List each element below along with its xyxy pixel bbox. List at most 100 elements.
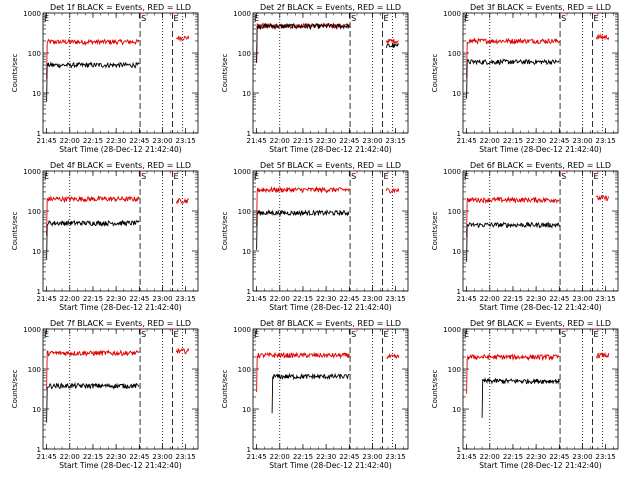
event-marker-label: S [141, 14, 146, 23]
y-tick-label: 1000 [23, 168, 41, 176]
chart-title: Det 2f BLACK = Events, RED = LLD [260, 3, 401, 12]
x-axis-label: Start Time (28-Dec-12 21:42:40) [59, 303, 181, 312]
x-axis-label: Start Time (28-Dec-12 21:42:40) [479, 461, 601, 470]
series-line [46, 381, 140, 423]
x-tick-label: 21:45 [247, 295, 267, 303]
event-marker-label: E [174, 172, 179, 181]
y-tick-label: 1 [37, 288, 41, 296]
x-tick-label: 21:45 [37, 295, 57, 303]
x-tick-label: 22:45 [339, 453, 359, 461]
x-tick-label: 21:45 [457, 137, 477, 145]
x-tick-label: 22:00 [60, 137, 80, 145]
plot-frame [462, 328, 619, 450]
x-tick-label: 22:45 [549, 453, 569, 461]
x-tick-label: 22:15 [83, 453, 103, 461]
y-tick-label: 10 [452, 90, 461, 98]
event-marker-label: E [44, 172, 49, 181]
chart-panel: Det 8f BLACK = Events, RED = LLD 1 10 100 10… [221, 319, 409, 470]
x-tick-label: 23:15 [176, 453, 196, 461]
x-tick-label: 23:15 [386, 295, 406, 303]
series-line [175, 347, 190, 355]
x-axis-label: Start Time (28-Dec-12 21:42:40) [269, 303, 391, 312]
chart-panel: Det 6f BLACK = Events, RED = LLD 1 10 100 10… [431, 161, 619, 312]
x-tick-label: 23:00 [572, 137, 592, 145]
x-tick-label: 22:30 [106, 137, 126, 145]
y-axis-label: Counts/sec [431, 212, 439, 251]
x-tick-label: 22:00 [480, 137, 500, 145]
event-marker-label: E [464, 330, 469, 339]
plot-frame [42, 328, 199, 450]
plot-frame [252, 12, 409, 134]
series-line [46, 195, 140, 236]
x-tick-label: 23:15 [386, 453, 406, 461]
chart-title: Det 3f BLACK = Events, RED = LLD [470, 3, 611, 12]
x-tick-label: 22:30 [526, 137, 546, 145]
event-marker-label: E [594, 14, 599, 23]
x-tick-label: 22:00 [270, 137, 290, 145]
x-axis-label: Start Time (28-Dec-12 21:42:40) [59, 145, 181, 154]
event-marker-label: E [174, 14, 179, 23]
series-line [46, 349, 140, 390]
x-tick-label: 22:45 [339, 137, 359, 145]
y-tick-label: 100 [238, 50, 251, 58]
y-tick-label: 1000 [23, 326, 41, 334]
y-tick-label: 100 [448, 208, 461, 216]
y-tick-label: 1000 [443, 168, 461, 176]
series-line [271, 372, 350, 414]
y-tick-label: 100 [28, 208, 41, 216]
x-tick-label: 23:15 [596, 295, 616, 303]
x-tick-label: 22:30 [316, 453, 336, 461]
y-tick-label: 10 [242, 90, 251, 98]
x-axis-label: Start Time (28-Dec-12 21:42:40) [479, 145, 601, 154]
series-line [466, 196, 560, 237]
x-tick-label: 21:45 [457, 295, 477, 303]
chart-title: Det 4f BLACK = Events, RED = LLD [50, 161, 191, 170]
y-tick-label: 1 [37, 446, 41, 454]
event-marker-label: E [44, 330, 49, 339]
event-marker-label: E [384, 14, 389, 23]
event-marker-label: E [384, 172, 389, 181]
series-line [466, 58, 560, 99]
event-marker-label: S [141, 330, 146, 339]
x-axis-label: Start Time (28-Dec-12 21:42:40) [269, 461, 391, 470]
x-tick-label: 23:15 [176, 295, 196, 303]
x-tick-label: 22:15 [503, 137, 523, 145]
x-tick-label: 23:00 [362, 137, 382, 145]
y-tick-label: 10 [32, 406, 41, 414]
x-tick-label: 21:45 [457, 453, 477, 461]
chart-title: Det 7f BLACK = Events, RED = LLD [50, 319, 191, 328]
y-axis-label: Counts/sec [431, 54, 439, 93]
y-tick-label: 1 [37, 130, 41, 138]
series-line [385, 187, 400, 194]
x-tick-label: 22:00 [270, 453, 290, 461]
chart-panel: Det 3f BLACK = Events, RED = LLD 1 10 100 10… [431, 3, 619, 154]
y-axis-label: Counts/sec [221, 370, 229, 409]
event-marker-label: S [351, 330, 356, 339]
x-tick-label: 22:45 [549, 295, 569, 303]
x-tick-label: 22:15 [503, 453, 523, 461]
chart-title: Det 9f BLACK = Events, RED = LLD [470, 319, 611, 328]
x-tick-label: 23:00 [572, 453, 592, 461]
x-axis-label: Start Time (28-Dec-12 21:42:40) [59, 461, 181, 470]
y-axis-label: Counts/sec [11, 370, 19, 409]
x-tick-label: 23:15 [176, 137, 196, 145]
x-axis-label: Start Time (28-Dec-12 21:42:40) [479, 303, 601, 312]
series-line [46, 61, 140, 102]
series-line [256, 22, 350, 63]
event-marker-label: E [174, 330, 179, 339]
x-axis-label: Start Time (28-Dec-12 21:42:40) [269, 145, 391, 154]
x-tick-label: 22:15 [293, 453, 313, 461]
event-marker-label: S [351, 172, 356, 181]
y-tick-label: 10 [32, 248, 41, 256]
chart-title: Det 8f BLACK = Events, RED = LLD [260, 319, 401, 328]
y-axis-label: Counts/sec [11, 54, 19, 93]
series-line [386, 352, 400, 360]
y-tick-label: 100 [448, 50, 461, 58]
x-tick-label: 21:45 [247, 453, 267, 461]
x-tick-label: 22:45 [549, 137, 569, 145]
y-tick-label: 1000 [443, 326, 461, 334]
event-marker-label: S [561, 172, 566, 181]
series-line [595, 33, 610, 41]
plot-frame [462, 12, 619, 134]
y-tick-label: 1 [457, 130, 461, 138]
